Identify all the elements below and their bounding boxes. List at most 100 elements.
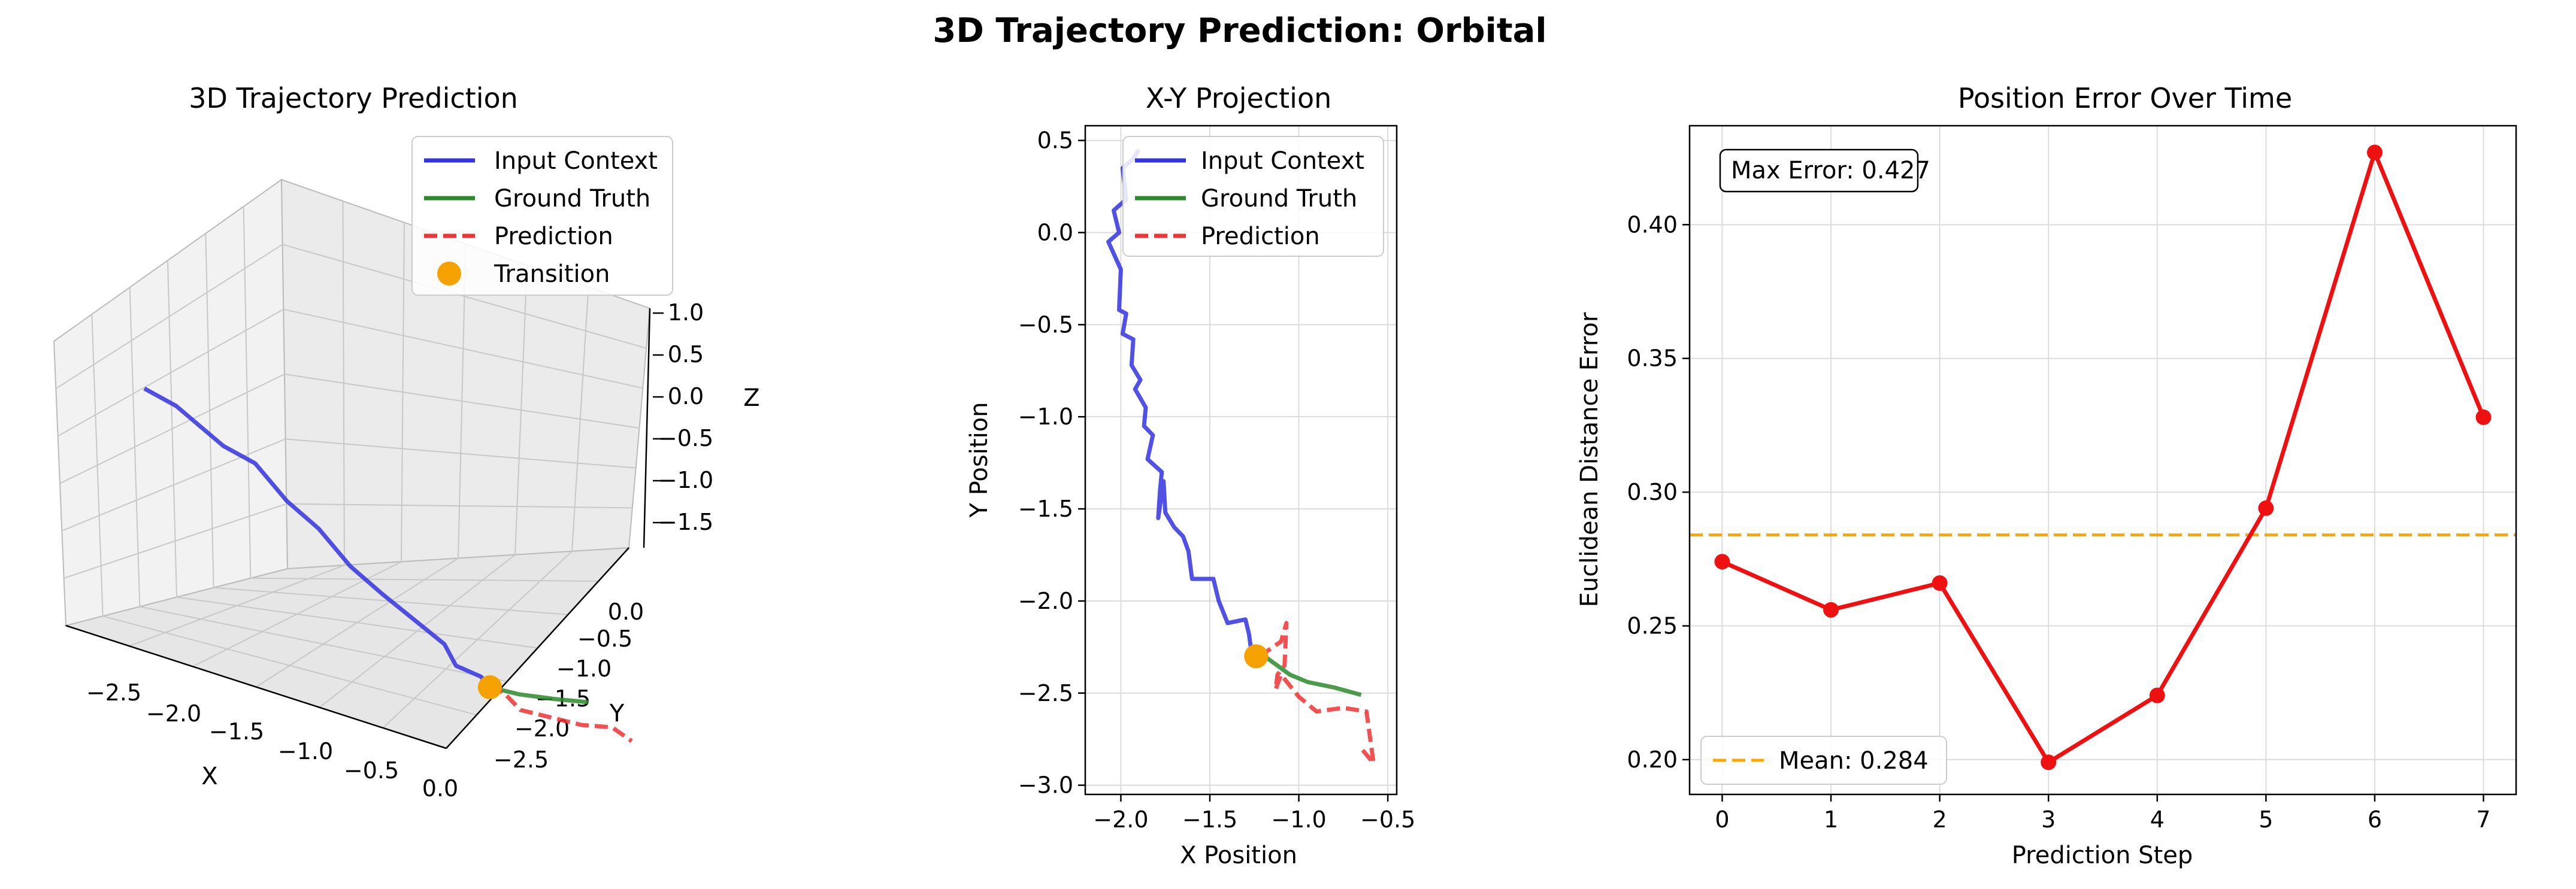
err-x-tick-label: 2: [1933, 806, 1947, 833]
err-axes-frame: [1688, 125, 2517, 796]
xy-y-axis-label: Y Position: [965, 402, 993, 518]
3d-grid-back-h: [283, 308, 643, 389]
err-series-line: [1721, 150, 2486, 764]
3d-series: [143, 386, 633, 743]
xy-legend-label: Input Context: [1201, 147, 1364, 175]
err-ticks: 0 1 2 3 4 5 6 7 0.20 0.25 0.30 0.35 0.40: [1627, 211, 2490, 833]
err-point: [1932, 575, 1948, 591]
xy-legend: Input Context Ground Truth Prediction: [1122, 136, 1384, 257]
err-x-tick-label: 0: [1715, 806, 1729, 833]
xy-series-ground-truth: [1258, 651, 1362, 697]
xy-axes-frame: [1084, 125, 1398, 796]
xy-series: [1106, 148, 1376, 766]
3d-z-tick-label: 0.5: [668, 341, 704, 368]
xy-y-tick-label: −1.5: [1018, 496, 1073, 522]
err-legend-label: Mean: 0.284: [1779, 747, 1929, 775]
max-error-annotation: Max Error: 0.427: [1719, 148, 1930, 193]
3d-grid-left-h: [63, 503, 287, 579]
err-y-axis-label: Euclidean Distance Error: [1576, 312, 1603, 607]
3d-z-axis-label: Z: [743, 384, 759, 412]
3d-series-input-context: [143, 386, 492, 689]
panel-position-error: Position Error Over Time 0 1 2 3 4 5 6 7 0.20 0.2…: [1576, 82, 2517, 869]
3d-series-prediction: [489, 685, 633, 743]
3d-grid-back-h: [284, 374, 640, 429]
xy-y-tick-label: −2.0: [1018, 588, 1073, 614]
err-x-tick-label: 6: [2368, 806, 2382, 833]
xy-x-tick-label: −0.5: [1360, 806, 1415, 833]
err-y-tick-label: 0.30: [1627, 479, 1678, 505]
err-x-tick-label: 4: [2150, 806, 2165, 833]
xy-x-tick-label: −1.0: [1271, 806, 1326, 833]
3d-grid-left-h: [57, 308, 284, 437]
3d-grid-back-h: [286, 503, 632, 509]
3d-grid-left-h: [55, 244, 283, 390]
xy-y-tick-label: −3.0: [1018, 772, 1073, 799]
err-point: [1823, 602, 1839, 618]
3d-ticks: −2.5−2.0−1.5−1.0−0.50.00.0−0.5−1.0−1.5−2…: [86, 299, 713, 802]
xy-legend-box: [1122, 136, 1384, 257]
3d-y-axis-label: Y: [609, 700, 625, 727]
xy-transition-point: [1244, 644, 1269, 669]
3d-y-axis-line: [446, 547, 629, 749]
err-y-tick-label: 0.35: [1627, 345, 1678, 372]
xy-legend-label: Prediction: [1201, 223, 1320, 250]
3d-y-tick-label: 0.0: [608, 599, 644, 625]
xy-series-prediction: [1258, 621, 1376, 766]
3d-y-tick-label: −0.5: [577, 626, 632, 652]
xy-ticks: −2.0 −1.5 −1.0 −0.5 0.5 0.0 −0.5 −1.0 −1.5 −2.0 −2…: [1018, 128, 1416, 833]
err-grid: [1690, 126, 2516, 794]
err-y-tick-label: 0.25: [1627, 613, 1678, 639]
err-point: [2475, 409, 2492, 426]
3d-x-tick-label: −1.5: [209, 718, 264, 745]
err-point: [2366, 144, 2383, 160]
3d-y-tick-label: −2.5: [494, 747, 549, 773]
3d-z-axis-line: [643, 308, 651, 548]
3d-legend-label: Prediction: [494, 223, 613, 250]
xy-x-tick-label: −2.0: [1093, 806, 1148, 833]
3d-z-tick-label: 1.0: [668, 299, 704, 326]
err-y-tick-label: 0.40: [1627, 211, 1678, 238]
3d-transition-point: [478, 675, 502, 699]
3d-x-tick-label: −1.0: [278, 738, 333, 764]
xy-y-tick-label: 0.0: [1037, 219, 1073, 245]
3d-legend: Input Context Ground Truth Prediction Trans…: [411, 136, 673, 296]
xy-y-tick-label: −1.0: [1018, 403, 1073, 430]
3d-x-tick-label: −0.5: [344, 757, 399, 784]
3d-legend-label: Input Context: [494, 147, 658, 175]
err-x-tick-label: 5: [2259, 806, 2273, 833]
xy-series-input-context: [1106, 148, 1261, 655]
3d-x-tick-label: −2.0: [146, 700, 201, 727]
err-legend: Mean: 0.284: [1700, 736, 1947, 785]
err-legend-box: [1700, 736, 1947, 785]
err-point: [2258, 500, 2274, 516]
3d-legend-label: Ground Truth: [494, 185, 650, 213]
figure-title: 3D Trajectory Prediction: Orbital: [933, 11, 1546, 50]
err-point: [1714, 554, 1730, 570]
3d-z-tick-label: 0.0: [668, 383, 704, 409]
3d-grid-left-h: [61, 438, 286, 532]
3d-z-tick-label: −1.5: [658, 509, 713, 535]
3d-grid-floor-b: [250, 577, 599, 582]
3d-x-axis-label: X: [201, 763, 217, 790]
err-title: Position Error Over Time: [1958, 82, 2292, 114]
3d-legend-marker: [437, 262, 461, 286]
err-point: [2149, 687, 2165, 703]
3d-x-tick-label: −2.5: [86, 679, 141, 706]
3d-legend-label: Transition: [494, 260, 610, 288]
xy-y-tick-label: 0.5: [1037, 128, 1073, 154]
3d-series-ground-truth: [489, 685, 589, 705]
xy-legend-label: Ground Truth: [1201, 185, 1357, 213]
3d-y-tick-label: −1.0: [556, 656, 612, 682]
max-error-text: Max Error: 0.427: [1731, 157, 1930, 184]
3d-legend-box: [411, 136, 673, 296]
xy-x-axis-label: X Position: [1180, 842, 1297, 869]
xy-y-tick-label: −2.5: [1018, 680, 1073, 706]
err-x-tick-label: 7: [2476, 806, 2490, 833]
panel-3d-trajectory: 3D Trajectory Prediction −2.5−2.0−1.5−1.…: [53, 82, 760, 802]
3d-grid-back-h: [285, 438, 636, 469]
3d-grid-left-h: [59, 374, 285, 484]
panel-xy-projection: X-Y Projection −2.0 −1.5 −1.0 −0.5 0.5 0.0 −0.…: [965, 82, 1415, 869]
err-x-axis-label: Prediction Step: [2012, 842, 2193, 869]
err-point: [2041, 754, 2057, 770]
